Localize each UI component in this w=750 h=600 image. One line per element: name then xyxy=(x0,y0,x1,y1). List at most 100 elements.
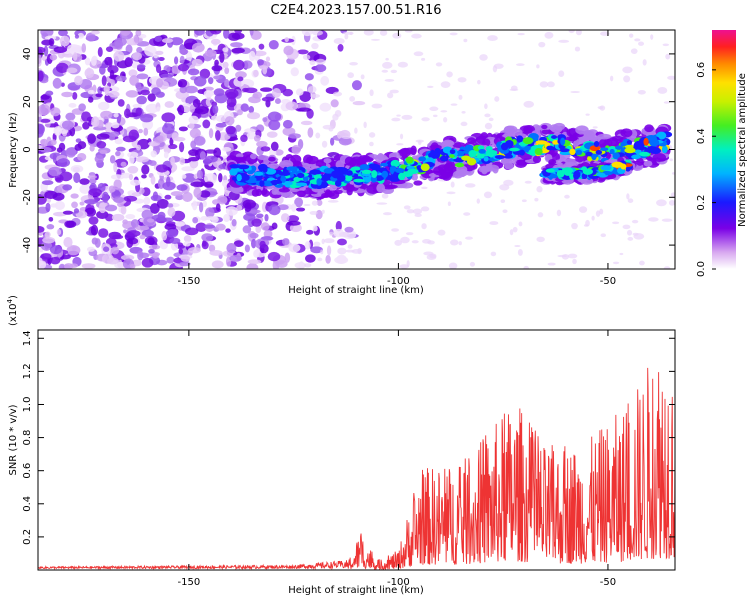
noise-speck xyxy=(564,194,570,199)
noise-blob xyxy=(65,112,76,121)
noise-blob xyxy=(161,112,176,123)
snr-y-label: SNR (10 * v/v) xyxy=(8,404,19,475)
track-blob xyxy=(575,149,583,156)
noise-blob xyxy=(225,228,231,233)
track-blob xyxy=(405,156,414,164)
noise-speck xyxy=(579,206,588,213)
colorbar-tick-label: 0.4 xyxy=(696,128,707,144)
noise-blob xyxy=(149,203,160,214)
noise-blob xyxy=(248,106,255,114)
noise-blob xyxy=(39,118,51,123)
noise-blob xyxy=(203,224,216,229)
noise-blob xyxy=(170,191,183,197)
noise-blob xyxy=(63,237,73,248)
noise-speck xyxy=(544,31,554,39)
track-blob xyxy=(389,165,397,171)
noise-blob xyxy=(201,241,209,250)
noise-blob xyxy=(298,261,305,269)
noise-blob xyxy=(215,130,221,141)
noise-blob xyxy=(192,98,201,108)
noise-blob xyxy=(130,179,141,186)
noise-blob xyxy=(234,30,242,34)
noise-blob xyxy=(128,191,133,197)
noise-speck xyxy=(600,31,610,36)
noise-blob xyxy=(170,156,175,166)
noise-speck xyxy=(494,96,500,102)
noise-blob xyxy=(164,101,175,108)
noise-speck xyxy=(399,264,409,269)
noise-blob xyxy=(158,56,165,61)
noise-speck xyxy=(421,223,427,230)
noise-blob xyxy=(74,34,80,39)
noise-blob xyxy=(261,96,275,102)
noise-speck xyxy=(400,236,410,244)
noise-blob xyxy=(176,184,188,191)
noise-blob xyxy=(61,91,74,98)
noise-blob xyxy=(320,75,330,86)
track-blob xyxy=(620,141,626,147)
noise-speck xyxy=(499,184,510,191)
noise-speck xyxy=(412,208,423,215)
noise-blob xyxy=(148,248,155,254)
noise-blob xyxy=(187,247,201,254)
track-blob xyxy=(636,146,648,151)
noise-blob xyxy=(128,69,138,77)
noise-blob xyxy=(152,191,159,201)
noise-blob xyxy=(120,205,127,215)
noise-blob xyxy=(188,115,199,124)
noise-speck xyxy=(517,248,523,256)
noise-blob xyxy=(138,128,143,134)
noise-speck xyxy=(315,132,321,139)
noise-speck xyxy=(627,198,634,203)
noise-speck xyxy=(321,209,325,214)
noise-speck xyxy=(558,70,565,78)
track-blob xyxy=(286,166,298,172)
noise-speck xyxy=(622,66,633,74)
track-blob xyxy=(270,179,283,185)
track-blob xyxy=(416,165,422,170)
noise-blob xyxy=(210,30,222,35)
noise-blob xyxy=(213,75,223,80)
noise-blob xyxy=(93,126,107,131)
noise-blob xyxy=(148,244,161,250)
track-halo xyxy=(532,155,542,164)
noise-blob xyxy=(247,259,262,265)
x-tick-label: -100 xyxy=(387,577,410,588)
track-blob xyxy=(449,154,455,158)
noise-blob xyxy=(81,43,87,53)
noise-speck xyxy=(630,48,638,54)
track-blob xyxy=(476,152,485,159)
track-blob xyxy=(316,178,322,186)
track-blob xyxy=(264,168,277,175)
track-blob xyxy=(390,159,400,168)
track-halo xyxy=(306,155,319,165)
spectrogram-y-axis: -40 -20 0 20 40 xyxy=(22,48,675,253)
noise-blob xyxy=(242,87,249,93)
track-blob xyxy=(596,172,606,177)
noise-blob xyxy=(111,213,125,222)
noise-blob xyxy=(90,30,100,35)
noise-blob xyxy=(141,229,154,238)
noise-blob xyxy=(128,173,134,181)
noise-blob xyxy=(61,120,74,130)
track-halo xyxy=(636,157,644,166)
noise-blob xyxy=(295,207,306,212)
noise-speck xyxy=(338,231,350,238)
noise-speck xyxy=(371,103,383,109)
noise-blob xyxy=(125,213,136,220)
snr-frame xyxy=(37,329,676,571)
noise-blob xyxy=(265,56,271,62)
noise-blob xyxy=(222,61,229,69)
noise-speck xyxy=(313,241,321,247)
y-tick-label: 1.4 xyxy=(22,330,33,346)
noise-blob xyxy=(132,62,138,69)
noise-blob xyxy=(286,215,300,223)
noise-blob xyxy=(125,58,132,67)
noise-blob xyxy=(267,251,281,262)
noise-speck xyxy=(449,32,458,36)
noise-speck xyxy=(381,69,389,73)
noise-speck xyxy=(309,210,318,215)
noise-blob xyxy=(264,213,269,222)
track-blob xyxy=(564,172,572,176)
noise-blob xyxy=(314,64,327,73)
